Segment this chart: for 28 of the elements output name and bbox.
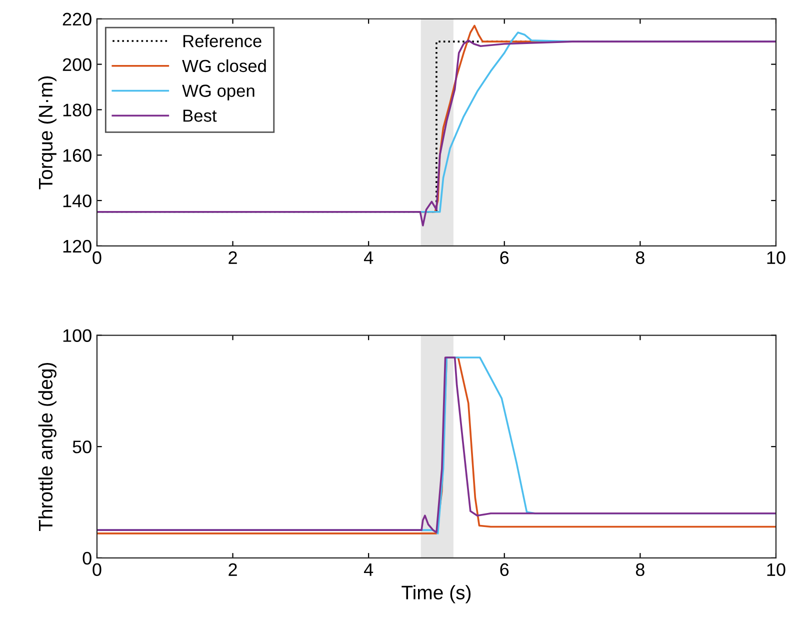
x-tick-label: 0 [92, 251, 102, 264]
y-tick-label: 160 [63, 149, 92, 162]
y-tick-label: 200 [62, 58, 92, 72]
x-tick-label: 6 [500, 251, 509, 264]
x-axis-title: Time (s) [402, 585, 471, 604]
x-tick-label: 4 [364, 563, 374, 576]
y-axis-title: Torque (N·m) [38, 76, 56, 190]
x-tick-label: 8 [636, 563, 644, 576]
y-tick-label: 180 [63, 104, 92, 116]
legend-label: Best [183, 110, 217, 122]
x-tick-label: 10 [767, 563, 786, 576]
y-tick-label: 220 [62, 12, 92, 26]
y-tick-label: 0 [82, 552, 92, 565]
legend-label: WG closed [182, 59, 266, 72]
x-tick-label: 10 [767, 251, 786, 264]
y-tick-label: 100 [63, 329, 92, 342]
y-tick-label: 120 [63, 240, 92, 253]
legend-label: Reference [183, 34, 262, 48]
x-tick-label: 0 [92, 563, 102, 576]
y-tick-label: 50 [72, 440, 92, 454]
legend-label: WG open [182, 84, 254, 100]
y-axis-title: Throttle angle (deg) [38, 362, 56, 531]
x-tick-label: 8 [636, 251, 644, 264]
x-tick-label: 2 [228, 563, 237, 576]
y-tick-label: 140 [63, 194, 92, 208]
x-tick-label: 4 [364, 251, 374, 264]
x-tick-label: 2 [228, 251, 237, 264]
x-tick-label: 6 [500, 563, 509, 576]
